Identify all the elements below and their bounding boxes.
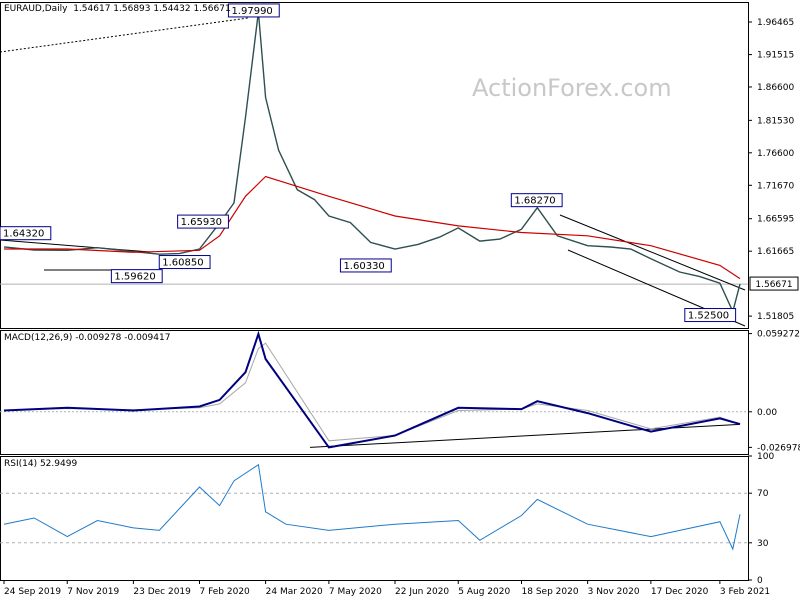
y-tick-label: 30 [757, 539, 769, 549]
x-tick-label: 24 Sep 2019 [4, 587, 61, 597]
panel-frame [0, 2, 749, 329]
panel-frame [0, 330, 749, 455]
symbol-label: EURAUD,Daily [4, 4, 68, 14]
annotation-label: 1.60330 [343, 261, 384, 272]
moving-average-line [4, 175, 741, 280]
annotation-box [510, 193, 563, 208]
annotation-label: 1.97990 [231, 6, 272, 17]
y-tick-label: 1.76600 [757, 149, 794, 159]
y-tick-label: 1.61665 [757, 247, 794, 257]
x-tick-label: 18 Sep 2020 [522, 587, 579, 597]
macd-line [3, 330, 741, 449]
annotation-box [158, 255, 211, 270]
annotation-box [110, 269, 163, 284]
trend-line-dashed [0, 17, 249, 53]
last-price-label: 1.56671 [755, 280, 792, 290]
price-series-line [3, 11, 741, 314]
macd-panel-title: MACD(12,26,9) -0.009278 -0.009417 [4, 333, 171, 343]
x-tick-label: 22 Jun 2020 [395, 587, 449, 597]
annotation-box [0, 226, 52, 241]
x-tick-label: 24 Mar 2020 [266, 587, 323, 597]
annotation-label: 1.59620 [114, 272, 155, 283]
last-price-box [749, 276, 799, 291]
y-tick-label: 0 [757, 576, 763, 586]
annotation-label: 1.52500 [688, 311, 729, 322]
rsi-line [3, 463, 741, 551]
annotation-box [177, 214, 229, 229]
panel-frame [0, 456, 749, 581]
x-tick-label: 3 Feb 2021 [720, 587, 770, 597]
x-tick-label: 7 May 2020 [329, 587, 382, 597]
annotation-box [227, 3, 280, 18]
y-tick-label: 0.00 [757, 408, 777, 418]
annotation-box [684, 308, 737, 323]
y-tick-label: 70 [757, 489, 769, 499]
y-tick-label: 1.91515 [757, 51, 794, 61]
annotation-label: 1.65930 [181, 217, 222, 228]
price-panel-title: EURAUD,Daily 1.54617 1.56893 1.54432 1.5… [4, 4, 231, 14]
y-tick-label: 0.059272 [757, 330, 800, 340]
y-tick-label: -0.026978 [757, 443, 800, 453]
ohlc-label: 1.54617 1.56893 1.54432 1.56671 [73, 4, 231, 14]
x-tick-label: 5 Aug 2020 [458, 587, 510, 597]
rsi-panel-title: RSI(14) 52.9499 [4, 459, 78, 469]
annotation-label: 1.68270 [514, 196, 555, 207]
y-tick-label: 1.86600 [757, 83, 794, 93]
annotation-label: 1.64320 [3, 229, 44, 240]
y-tick-label: 1.51805 [757, 312, 794, 322]
y-tick-label: 1.96465 [757, 18, 794, 28]
x-tick-label: 7 Feb 2020 [200, 587, 251, 597]
x-tick-label: 7 Nov 2019 [67, 587, 119, 597]
y-tick-label: 1.66595 [757, 215, 794, 225]
y-tick-label: 1.81530 [757, 116, 794, 126]
watermark: ActionForex.com [472, 74, 672, 102]
x-tick-label: 23 Dec 2019 [133, 587, 191, 597]
x-tick-label: 3 Nov 2020 [588, 587, 640, 597]
y-tick-label: 100 [757, 452, 774, 462]
annotation-box [339, 258, 392, 273]
annotation-label: 1.60850 [162, 258, 203, 269]
x-tick-label: 17 Dec 2020 [651, 587, 709, 597]
y-tick-label: 1.71670 [757, 181, 794, 191]
channel-top-line [559, 214, 746, 291]
